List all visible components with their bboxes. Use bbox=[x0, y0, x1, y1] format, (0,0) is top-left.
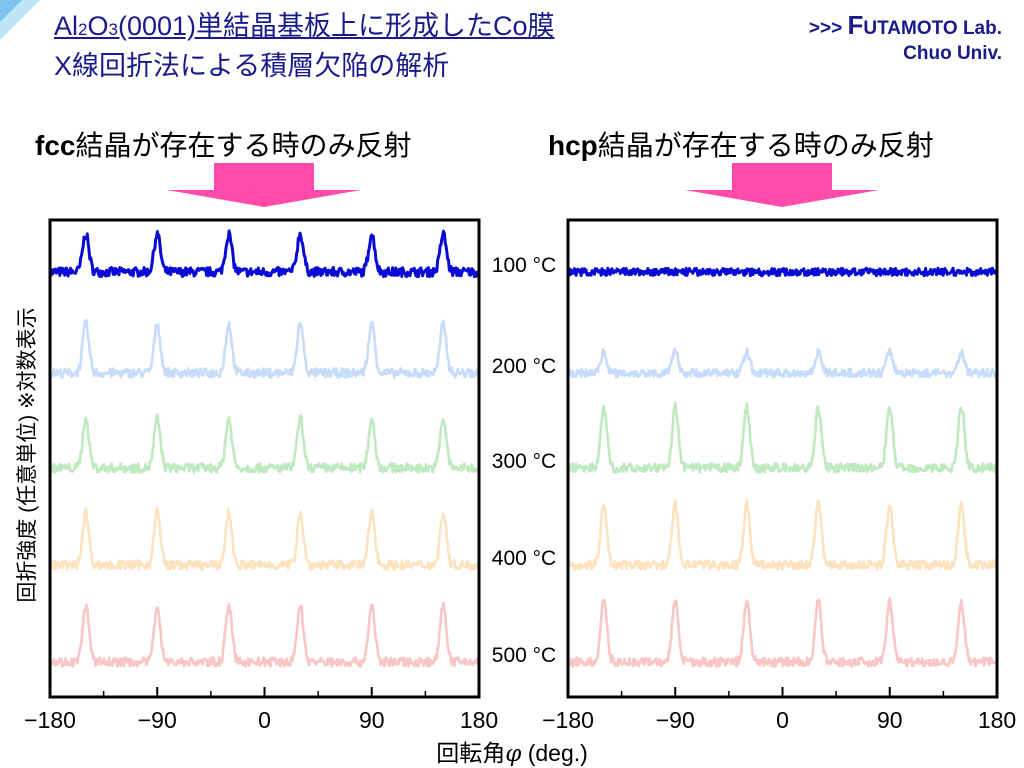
fcc-heading: fcc結晶が存在する時のみ反射 bbox=[35, 130, 412, 161]
fcc-series-2 bbox=[49, 319, 479, 379]
hcp-x-tick-label: −180 bbox=[542, 707, 594, 733]
corner-decoration bbox=[0, 0, 40, 40]
fcc-x-tick-label: −90 bbox=[138, 707, 177, 733]
university-name: Chuo Univ. bbox=[903, 43, 1002, 64]
hcp-series-3 bbox=[567, 401, 997, 474]
hcp-x-tick-label: 0 bbox=[776, 707, 789, 733]
lab-line: >>> FUTAMOTO Lab. bbox=[808, 10, 1002, 40]
hcp-series-1 bbox=[567, 266, 998, 278]
fcc-series-1 bbox=[49, 229, 479, 279]
y-axis-label: 回折強度 (任意単位) ※対数表示 bbox=[16, 307, 39, 603]
slide-title: Al2O3(0001)単結晶基板上に形成したCo膜 X線回折法による積層欠陥の解… bbox=[54, 8, 555, 84]
temperature-label: 500 °C bbox=[492, 644, 556, 667]
title-line-1: Al2O3(0001)単結晶基板上に形成したCo膜 bbox=[54, 11, 555, 41]
hcp-arrow bbox=[685, 163, 879, 207]
hcp-series-5 bbox=[567, 596, 997, 668]
hcp-plot-frame bbox=[566, 218, 999, 699]
fcc-series-4 bbox=[49, 506, 479, 571]
fcc-x-tick-label: −180 bbox=[24, 707, 76, 733]
lab-name: >>> FUTAMOTO Lab. Chuo Univ. bbox=[809, 10, 1002, 65]
fcc-plot-frame bbox=[48, 218, 481, 699]
hcp-x-tick-label: −90 bbox=[656, 707, 695, 733]
fcc-series-3 bbox=[49, 413, 479, 474]
fcc-x-tick-label: 90 bbox=[359, 707, 385, 733]
fcc-x-tick-label: 0 bbox=[258, 707, 271, 733]
title-line-2: X線回折法による積層欠陥の解析 bbox=[54, 51, 450, 81]
hcp-x-tick-label: 90 bbox=[877, 707, 903, 733]
temperature-label: 100 °C bbox=[492, 254, 556, 277]
x-axis-label: 回転角φ (deg.) bbox=[436, 740, 588, 767]
fcc-arrow bbox=[167, 163, 361, 207]
hcp-heading: hcp結晶が存在する時のみ反射 bbox=[548, 130, 934, 161]
temperature-label: 200 °C bbox=[492, 355, 556, 378]
temperature-label: 300 °C bbox=[492, 450, 556, 473]
hcp-x-tick-label: 180 bbox=[978, 707, 1016, 733]
hcp-series-4 bbox=[567, 498, 997, 571]
fcc-series-5 bbox=[49, 601, 479, 668]
temperature-label: 400 °C bbox=[492, 547, 556, 570]
hcp-series-2 bbox=[567, 347, 997, 379]
fcc-x-tick-label: 180 bbox=[460, 707, 498, 733]
